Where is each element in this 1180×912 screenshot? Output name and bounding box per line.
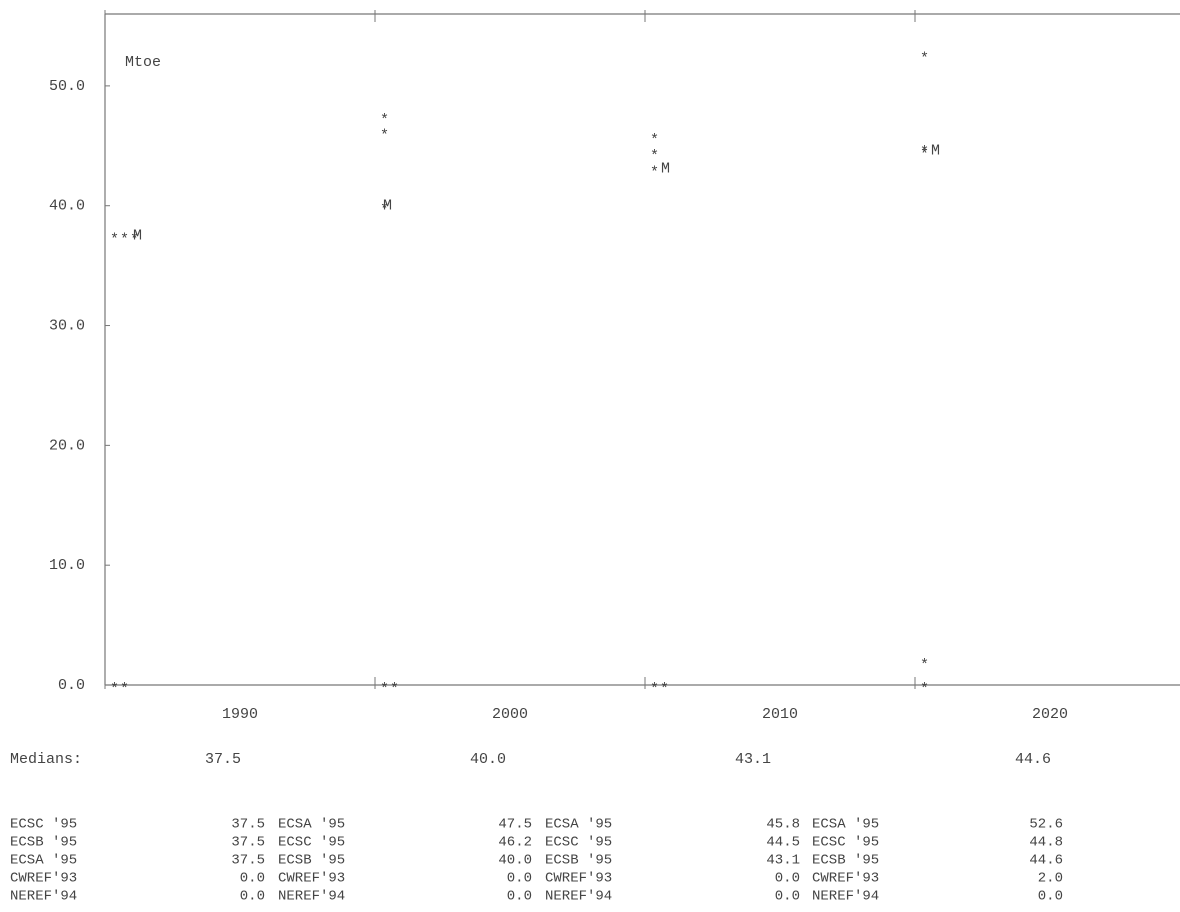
table-value: 0.0 xyxy=(1038,889,1063,905)
table-value: 0.0 xyxy=(240,889,265,905)
y-tick-label: 50.0 xyxy=(49,78,85,95)
series-point: * xyxy=(920,144,929,161)
series-point: * xyxy=(130,232,139,249)
table-value: 0.0 xyxy=(240,871,265,887)
series-point: * xyxy=(920,147,929,164)
table-name: ECSB '95 xyxy=(545,853,612,869)
series-point: * xyxy=(920,681,929,698)
table-name: CWREF'93 xyxy=(10,871,77,887)
x-tick-label: 1990 xyxy=(222,706,258,723)
median-point: M xyxy=(661,161,670,178)
median-value: 37.5 xyxy=(205,751,241,768)
table-name: ECSC '95 xyxy=(812,835,879,851)
table-value: 2.0 xyxy=(1038,871,1063,887)
table-value: 0.0 xyxy=(775,889,800,905)
y-tick-label: 40.0 xyxy=(49,198,85,215)
x-tick-label: 2020 xyxy=(1032,706,1068,723)
table-value: 37.5 xyxy=(231,817,265,833)
series-point: * xyxy=(660,681,669,698)
table-name: ECSA '95 xyxy=(545,817,612,833)
series-point: * xyxy=(110,232,119,249)
table-name: NEREF'94 xyxy=(812,889,879,905)
table-value: 0.0 xyxy=(775,871,800,887)
table-value: 44.8 xyxy=(1029,835,1063,851)
table-value: 43.1 xyxy=(766,853,800,869)
table-name: NEREF'94 xyxy=(545,889,612,905)
series-point: * xyxy=(650,148,659,165)
table-name: CWREF'93 xyxy=(278,871,345,887)
series-point: * xyxy=(380,112,389,129)
medians-label: Medians: xyxy=(10,751,82,768)
table-value: 0.0 xyxy=(507,871,532,887)
table-value: 37.5 xyxy=(231,835,265,851)
table-name: ECSC '95 xyxy=(545,835,612,851)
series-point: * xyxy=(650,132,659,149)
median-point: M xyxy=(931,143,940,160)
table-name: NEREF'94 xyxy=(278,889,345,905)
table-value: 45.8 xyxy=(766,817,800,833)
series-point: * xyxy=(380,681,389,698)
table-name: ECSB '95 xyxy=(278,853,345,869)
series-point: * xyxy=(110,681,119,698)
y-tick-label: 20.0 xyxy=(49,437,85,454)
series-point: * xyxy=(920,51,929,68)
series-point: * xyxy=(380,127,389,144)
table-name: ECSA '95 xyxy=(812,817,879,833)
table-name: ECSC '95 xyxy=(278,835,345,851)
median-point: M xyxy=(133,228,142,245)
series-point: * xyxy=(120,232,129,249)
y-tick-label: 30.0 xyxy=(49,318,85,335)
table-value: 44.5 xyxy=(766,835,800,851)
table-value: 0.0 xyxy=(507,889,532,905)
table-name: ECSB '95 xyxy=(812,853,879,869)
table-name: ECSA '95 xyxy=(278,817,345,833)
table-name: ECSB '95 xyxy=(10,835,77,851)
table-name: ECSA '95 xyxy=(10,853,77,869)
x-tick-label: 2010 xyxy=(762,706,798,723)
table-name: ECSC '95 xyxy=(10,817,77,833)
series-point: * xyxy=(120,681,129,698)
table-name: CWREF'93 xyxy=(545,871,612,887)
table-value: 46.2 xyxy=(498,835,532,851)
table-value: 37.5 xyxy=(231,853,265,869)
series-point: * xyxy=(390,681,399,698)
series-point: * xyxy=(650,681,659,698)
series-point: * xyxy=(380,202,389,219)
table-value: 44.6 xyxy=(1029,853,1063,869)
y-tick-label: 0.0 xyxy=(58,677,85,694)
y-tick-label: 10.0 xyxy=(49,557,85,574)
table-value: 40.0 xyxy=(498,853,532,869)
table-value: 47.5 xyxy=(498,817,532,833)
median-value: 44.6 xyxy=(1015,751,1051,768)
table-name: CWREF'93 xyxy=(812,871,879,887)
series-point: * xyxy=(920,657,929,674)
y-axis-label: Mtoe xyxy=(125,54,161,71)
median-point: M xyxy=(383,198,392,215)
median-value: 43.1 xyxy=(735,751,771,768)
table-name: NEREF'94 xyxy=(10,889,77,905)
series-point: * xyxy=(650,165,659,182)
x-tick-label: 2000 xyxy=(492,706,528,723)
median-value: 40.0 xyxy=(470,751,506,768)
table-value: 52.6 xyxy=(1029,817,1063,833)
